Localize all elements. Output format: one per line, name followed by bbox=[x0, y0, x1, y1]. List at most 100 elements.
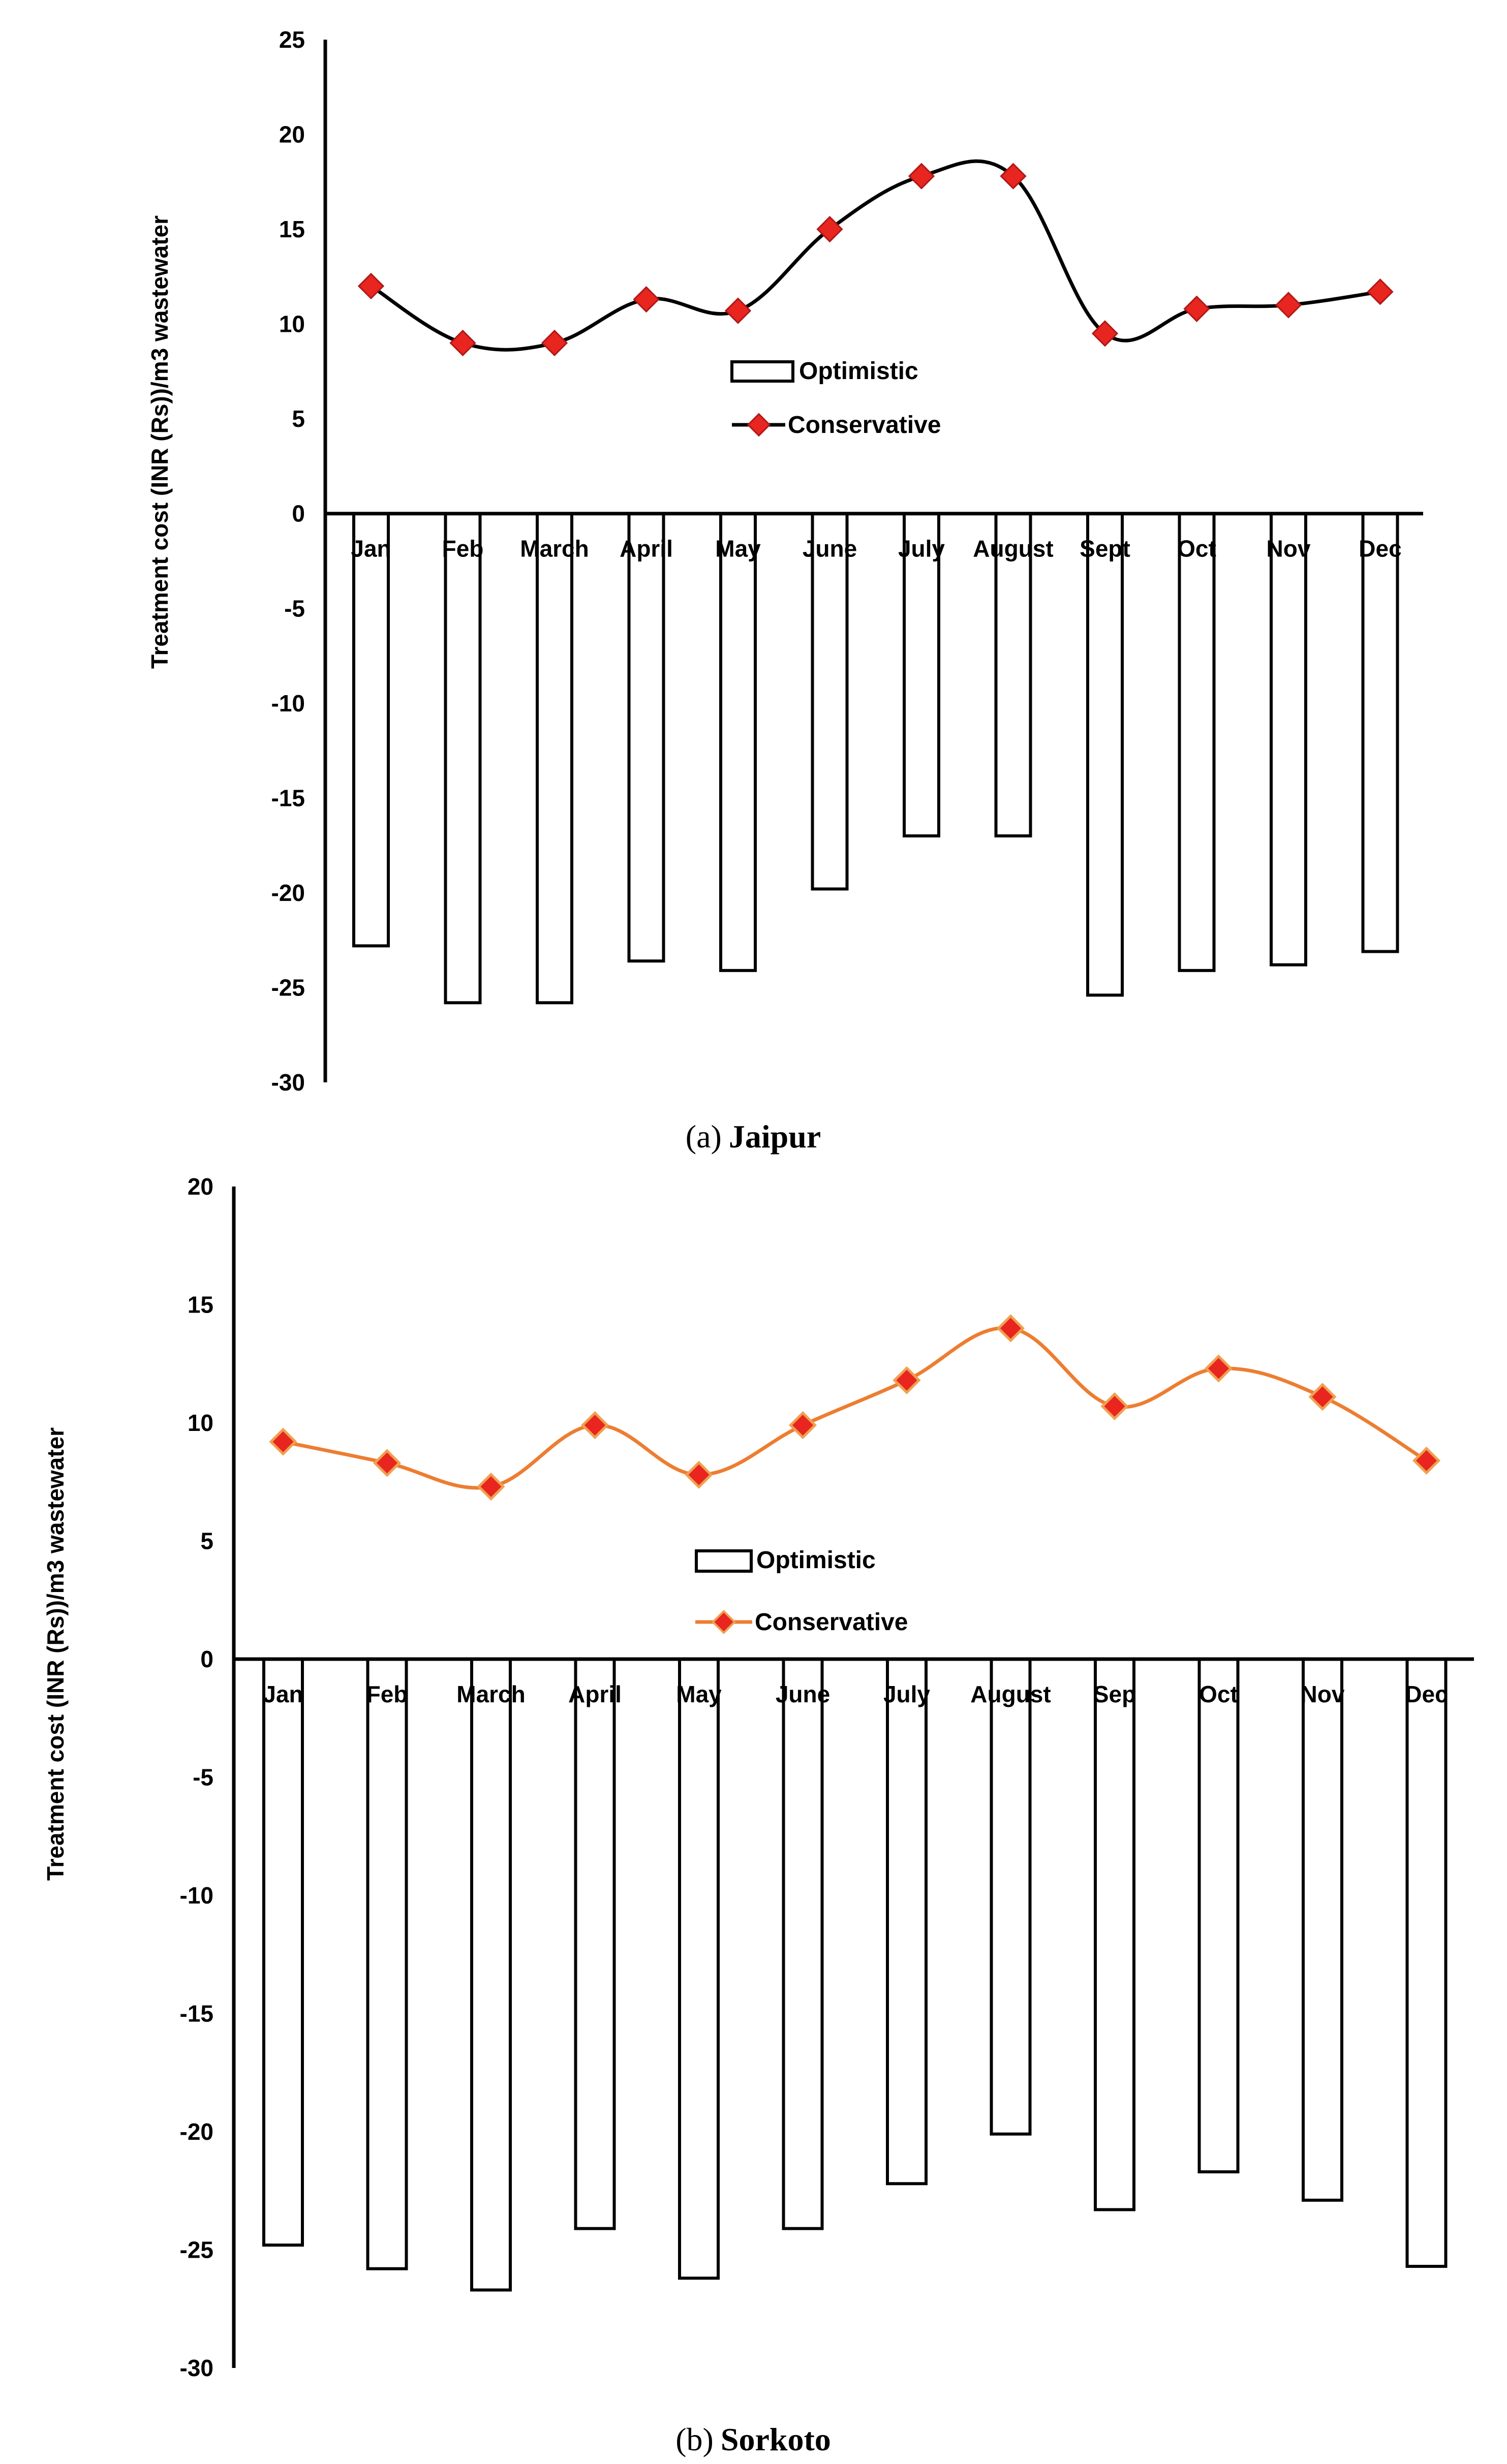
x-tick-label: Nov bbox=[1267, 536, 1311, 562]
y-tick-label: 10 bbox=[279, 311, 305, 337]
optimistic-bar bbox=[678, 1658, 720, 2280]
y-axis-label-jaipur: Treatment cost (INR (Rs))/m3 wastewater bbox=[146, 215, 173, 669]
conservative-marker bbox=[685, 1460, 713, 1489]
markers-sorkoto bbox=[269, 1314, 1441, 1501]
x-tick-label: Sep bbox=[1093, 1681, 1136, 1707]
optimistic-bar bbox=[444, 512, 482, 1005]
y-tick-label: 15 bbox=[279, 216, 305, 242]
conservative-marker bbox=[1367, 278, 1394, 305]
y-tick-label: -5 bbox=[284, 595, 305, 621]
axes-jaipur bbox=[323, 40, 1423, 1082]
optimistic-bar bbox=[1302, 1658, 1343, 2202]
category-labels-jaipur: Jan Feb March April May June July August Sept Oct… bbox=[351, 536, 1401, 562]
chart-sorkoto: Treatment cost (INR (Rs))/m3 wastewater … bbox=[42, 1173, 1474, 2457]
caption-title-sorkoto: Sorkoto bbox=[721, 2421, 831, 2457]
legend-optimistic-swatch bbox=[730, 360, 794, 383]
x-tick-label: Jan bbox=[263, 1681, 303, 1707]
optimistic-bar bbox=[536, 512, 573, 1005]
y-tick-label: -15 bbox=[271, 785, 305, 811]
x-tick-label: March bbox=[520, 536, 589, 562]
conservative-marker bbox=[1183, 295, 1210, 322]
caption-jaipur: (a) Jaipur bbox=[686, 1118, 821, 1155]
chart-jaipur: Treatment cost (INR (Rs))/m3 wastewater … bbox=[146, 26, 1423, 1155]
optimistic-bar bbox=[1405, 1658, 1448, 2268]
y-tick-label: 0 bbox=[292, 501, 305, 527]
y-tick-label: -15 bbox=[180, 2001, 213, 2027]
y-tick-label: 5 bbox=[200, 1528, 213, 1554]
y-tick-label: 20 bbox=[188, 1173, 213, 1200]
conservative-marker bbox=[893, 1366, 921, 1394]
y-tick-label: -30 bbox=[180, 2355, 213, 2381]
y-ticks-jaipur: 25 20 15 10 5 0 -5 -10 -15 -20 -25 -30 bbox=[271, 26, 305, 1096]
caption-sorkoto: (b) Sorkoto bbox=[675, 2421, 831, 2457]
conservative-marker bbox=[1204, 1354, 1233, 1383]
conservative-marker bbox=[724, 297, 752, 324]
caption-label-sorkoto: (b) bbox=[675, 2421, 714, 2457]
x-tick-label: Feb bbox=[366, 1681, 408, 1707]
conservative-marker bbox=[1275, 292, 1302, 319]
y-axis-label-sorkoto: Treatment cost (INR (Rs))/m3 wastewater bbox=[42, 1427, 69, 1881]
legend-optimistic-label-sorkoto: Optimistic bbox=[756, 1547, 876, 1574]
x-tick-label: June bbox=[803, 536, 857, 562]
y-tick-label: -25 bbox=[180, 2237, 213, 2263]
optimistic-bar bbox=[903, 512, 940, 837]
x-tick-label: June bbox=[776, 1681, 830, 1707]
optimistic-bar bbox=[352, 512, 390, 948]
optimistic-bar bbox=[990, 1658, 1032, 2136]
x-tick-label: March bbox=[456, 1681, 525, 1707]
y-tick-label: 20 bbox=[279, 121, 305, 148]
y-tick-label: 5 bbox=[292, 406, 305, 432]
x-tick-label: Feb bbox=[442, 536, 484, 562]
legend-sorkoto: Optimistic Conservative bbox=[695, 1547, 908, 1636]
x-tick-label: August bbox=[973, 536, 1053, 562]
x-tick-label: May bbox=[676, 1681, 722, 1707]
optimistic-bar bbox=[1094, 1658, 1135, 2211]
legend-conservative-label: Conservative bbox=[788, 412, 941, 439]
optimistic-bar bbox=[994, 512, 1032, 837]
conservative-marker bbox=[633, 286, 660, 313]
x-tick-label: Sept bbox=[1080, 536, 1130, 562]
y-tick-label: -30 bbox=[271, 1069, 305, 1096]
conservative-marker bbox=[908, 163, 935, 190]
bars-jaipur bbox=[352, 512, 1399, 1005]
optimistic-bar bbox=[719, 512, 757, 972]
optimistic-bar bbox=[1086, 512, 1124, 997]
conservative-marker bbox=[373, 1449, 402, 1477]
axes-sorkoto bbox=[232, 1187, 1474, 2368]
conservative-marker bbox=[1100, 1392, 1129, 1421]
legend-optimistic-label: Optimistic bbox=[799, 358, 918, 385]
optimistic-bar bbox=[1361, 512, 1399, 953]
y-tick-label: -10 bbox=[271, 690, 305, 716]
optimistic-bar bbox=[470, 1658, 512, 2292]
x-tick-label: April bbox=[620, 536, 673, 562]
conservative-marker bbox=[541, 329, 568, 357]
conservative-marker bbox=[1412, 1446, 1441, 1475]
caption-title-jaipur: Jaipur bbox=[729, 1118, 821, 1155]
optimistic-bar bbox=[262, 1658, 304, 2247]
conservative-marker bbox=[449, 329, 476, 357]
x-tick-label: Oct bbox=[1199, 1681, 1238, 1707]
y-tick-label: -10 bbox=[180, 1882, 213, 1909]
x-tick-label: April bbox=[568, 1681, 622, 1707]
conservative-marker bbox=[1000, 163, 1027, 190]
y-tick-label: 25 bbox=[279, 26, 305, 53]
conservative-marker bbox=[357, 272, 385, 300]
x-tick-label: Dec bbox=[1405, 1681, 1448, 1707]
optimistic-bar bbox=[811, 512, 849, 891]
bars-sorkoto bbox=[262, 1658, 1448, 2292]
optimistic-bar bbox=[782, 1658, 824, 2230]
x-tick-label: August bbox=[970, 1681, 1051, 1707]
y-tick-label: -25 bbox=[271, 974, 305, 1001]
conservative-marker bbox=[996, 1314, 1025, 1343]
y-tick-label: -20 bbox=[271, 880, 305, 906]
x-tick-label: Dec bbox=[1359, 536, 1401, 562]
legend-jaipur: Optimistic Conservative bbox=[730, 358, 941, 439]
markers-jaipur bbox=[357, 163, 1394, 357]
caption-label-jaipur: (a) bbox=[686, 1118, 722, 1155]
conservative-marker bbox=[788, 1411, 817, 1440]
conservative-line-jaipur bbox=[370, 159, 1381, 352]
x-tick-label: July bbox=[898, 536, 945, 562]
conservative-marker bbox=[1308, 1383, 1337, 1411]
conservative-marker bbox=[580, 1411, 609, 1440]
